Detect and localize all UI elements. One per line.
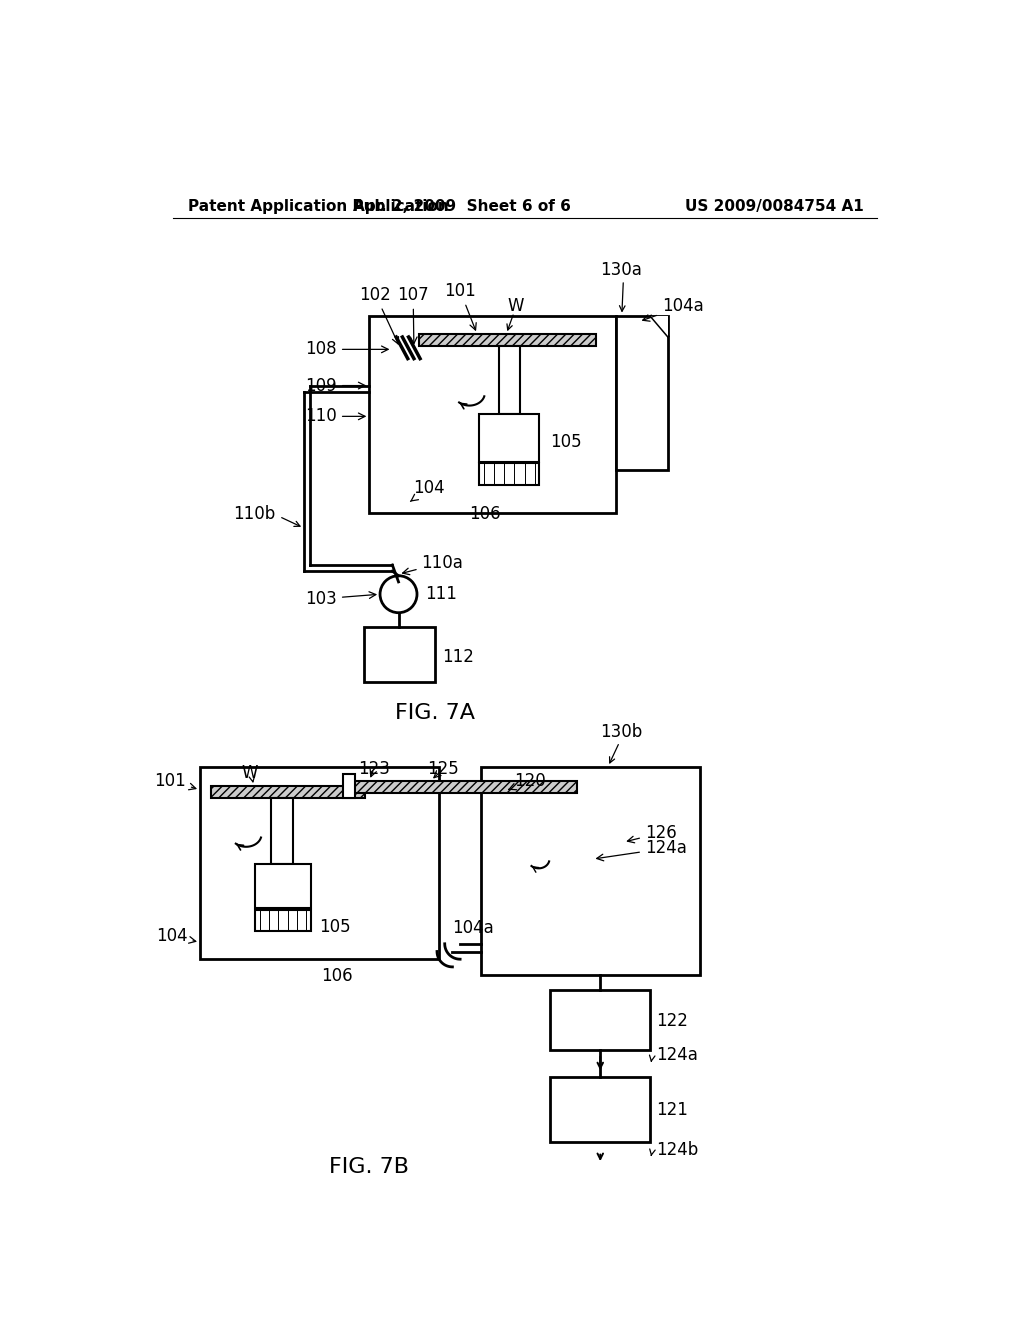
Bar — [479, 463, 540, 484]
Bar — [550, 990, 650, 1051]
Text: 108: 108 — [305, 341, 388, 358]
Text: FIG. 7B: FIG. 7B — [330, 1158, 410, 1177]
Bar — [255, 863, 310, 908]
Polygon shape — [651, 317, 668, 337]
Bar — [615, 317, 668, 470]
Text: 112: 112 — [442, 648, 474, 667]
Text: Patent Application Publication: Patent Application Publication — [188, 198, 450, 214]
Text: 120: 120 — [509, 772, 546, 789]
Bar — [364, 627, 435, 682]
Text: Apr. 2, 2009  Sheet 6 of 6: Apr. 2, 2009 Sheet 6 of 6 — [352, 198, 570, 214]
Text: 102: 102 — [359, 285, 398, 345]
Text: 106: 106 — [322, 968, 353, 985]
Text: 107: 107 — [397, 285, 429, 343]
Bar — [211, 785, 366, 799]
Text: 101: 101 — [155, 772, 196, 789]
Text: 122: 122 — [655, 1012, 687, 1030]
Text: 105: 105 — [319, 917, 351, 936]
Text: 105: 105 — [550, 433, 582, 450]
Bar — [499, 346, 520, 414]
Text: W: W — [242, 764, 258, 781]
Text: 104a: 104a — [643, 297, 703, 321]
Text: 109: 109 — [305, 376, 366, 395]
Bar — [350, 780, 578, 793]
Bar — [255, 909, 310, 932]
Text: 111: 111 — [425, 585, 457, 603]
Text: 130a: 130a — [600, 261, 642, 279]
Text: 124a: 124a — [597, 840, 687, 861]
Text: 104: 104 — [411, 479, 444, 502]
Text: 123: 123 — [358, 760, 390, 777]
Text: W: W — [507, 297, 524, 315]
Text: 121: 121 — [655, 1101, 687, 1119]
Bar — [271, 799, 293, 863]
Bar — [479, 414, 540, 462]
Bar — [200, 767, 438, 960]
Bar — [419, 334, 596, 346]
Text: 110b: 110b — [233, 506, 275, 523]
Text: US 2009/0084754 A1: US 2009/0084754 A1 — [685, 198, 863, 214]
Text: 126: 126 — [628, 824, 677, 842]
Text: 104: 104 — [156, 927, 196, 945]
Text: 106: 106 — [469, 506, 501, 523]
Text: 130b: 130b — [600, 723, 642, 741]
Text: 125: 125 — [427, 760, 459, 777]
Text: 124a: 124a — [655, 1047, 697, 1064]
Text: 101: 101 — [444, 282, 476, 330]
Text: 104a: 104a — [453, 920, 495, 937]
Text: FIG. 7A: FIG. 7A — [394, 702, 475, 723]
Text: 103: 103 — [305, 590, 376, 607]
Bar — [343, 775, 355, 797]
Text: 124b: 124b — [655, 1142, 698, 1159]
Bar — [370, 317, 615, 512]
Text: 110a: 110a — [402, 553, 464, 574]
Bar — [481, 767, 700, 974]
Text: 110: 110 — [305, 408, 366, 425]
Bar — [550, 1077, 650, 1143]
